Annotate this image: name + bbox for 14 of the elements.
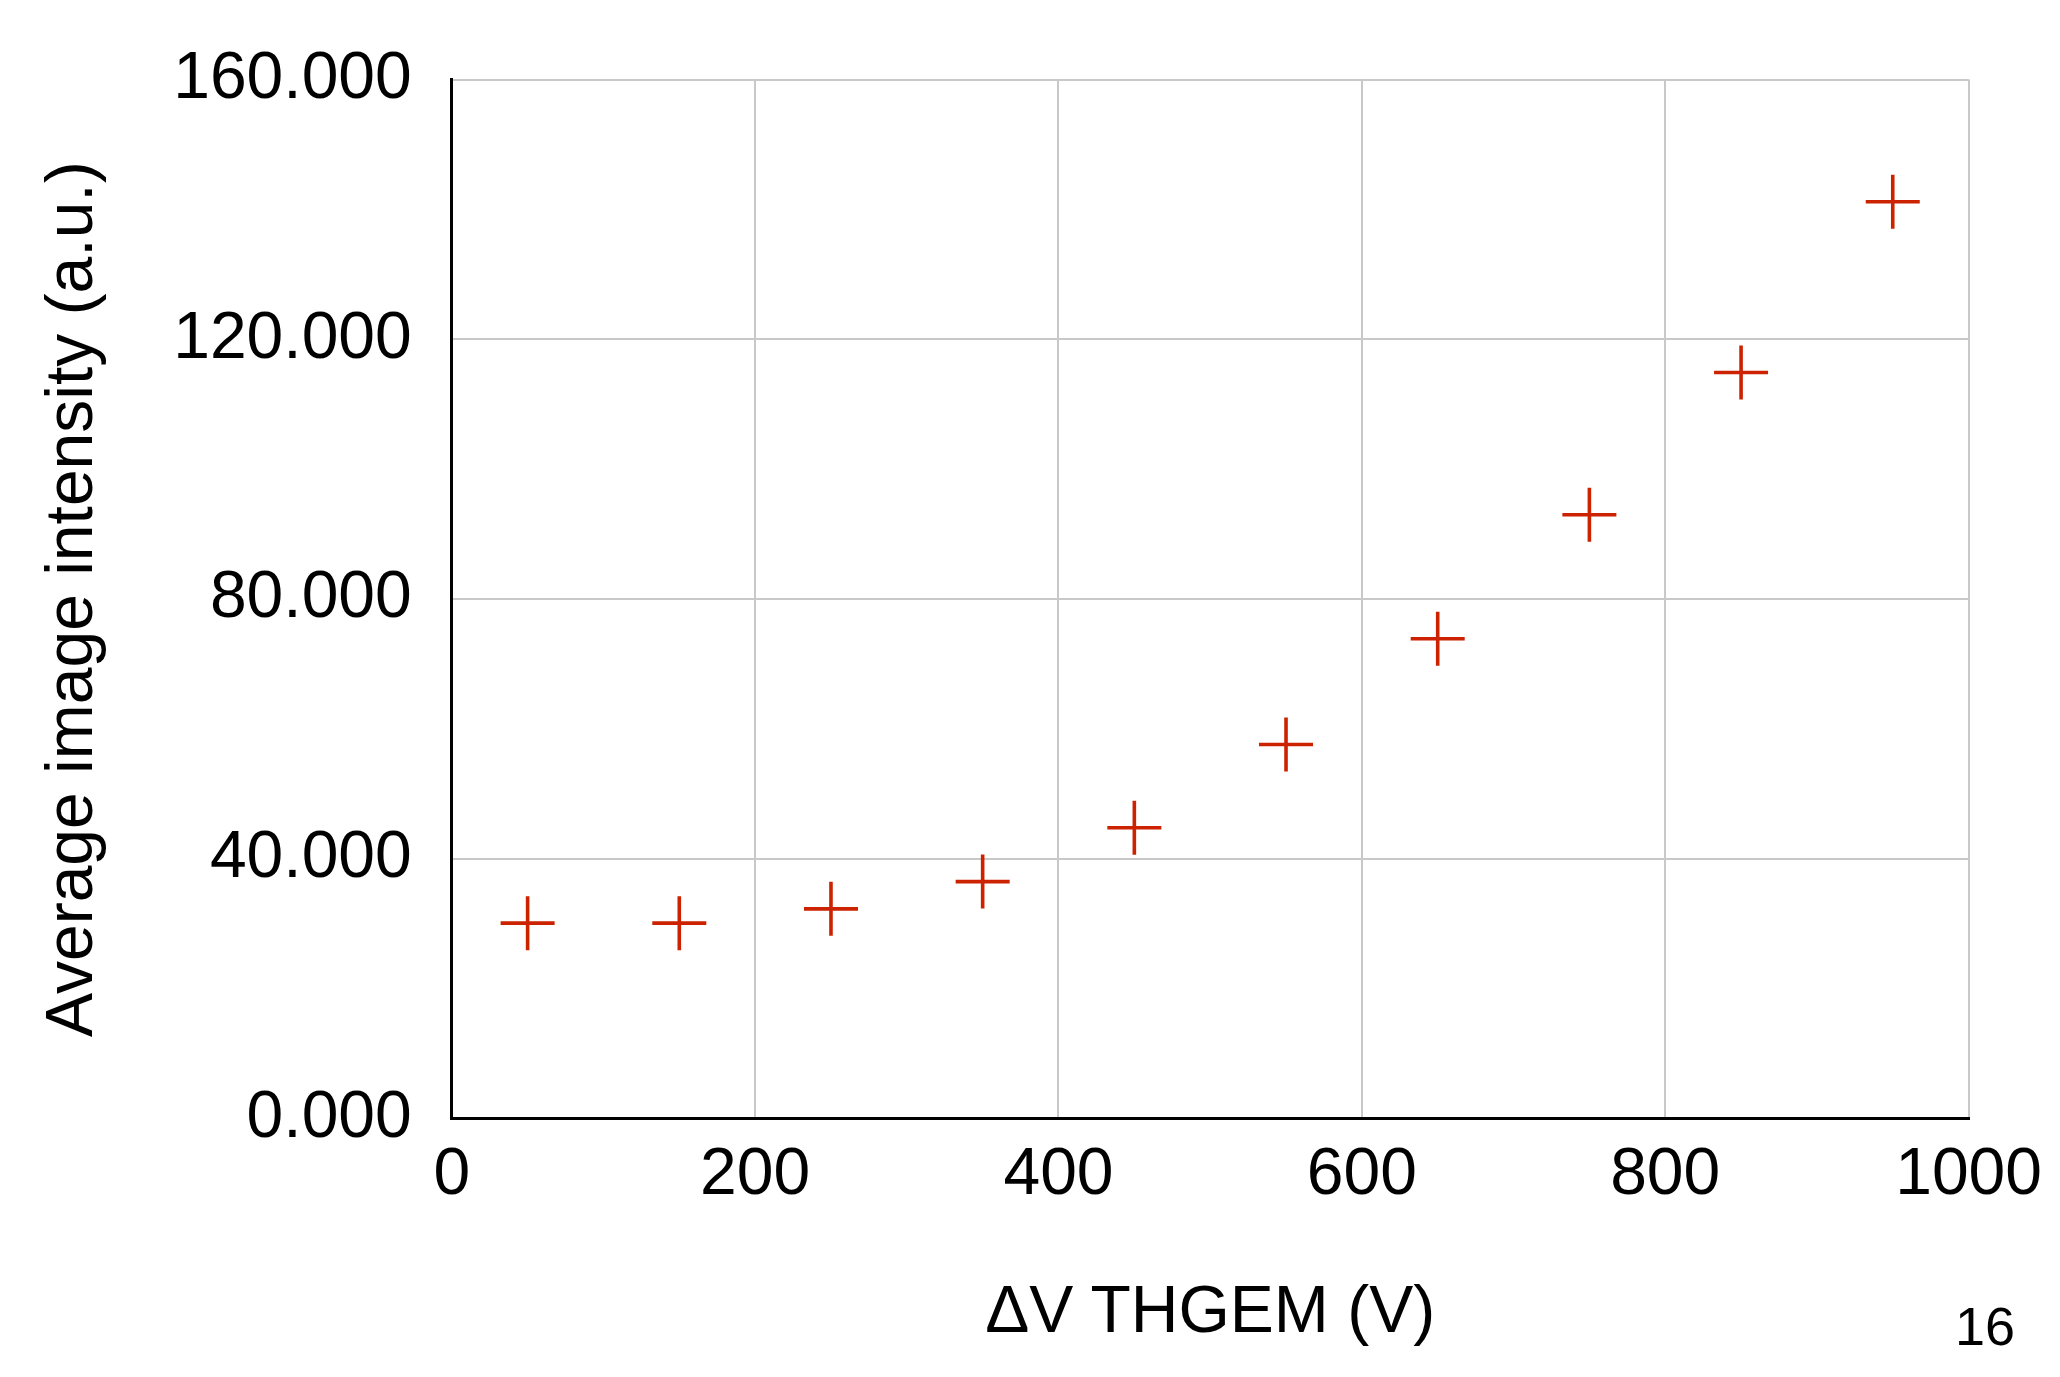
x-tick-label: 800 <box>1610 1134 1721 1209</box>
y-axis-title: Average image intensity (a.u.) <box>31 161 106 1037</box>
x-tick-label: 1000 <box>1895 1134 2042 1209</box>
text: 16 <box>1954 1295 2015 1357</box>
y-tick-label: 0.000 <box>246 1076 412 1151</box>
y-tick-label: 160.000 <box>173 37 412 112</box>
x-tick-label: 600 <box>1306 1134 1417 1209</box>
x-axis-title: ΔV THGEM (V) <box>985 1271 1436 1346</box>
x-tick-label: 400 <box>1003 1134 1114 1209</box>
x-tick-label: 200 <box>700 1134 811 1209</box>
y-tick-label: 80.000 <box>209 557 412 632</box>
y-tick-label: 40.000 <box>209 817 412 892</box>
x-tick-label: 0 <box>433 1134 471 1209</box>
y-tick-label: 120.000 <box>173 297 412 372</box>
